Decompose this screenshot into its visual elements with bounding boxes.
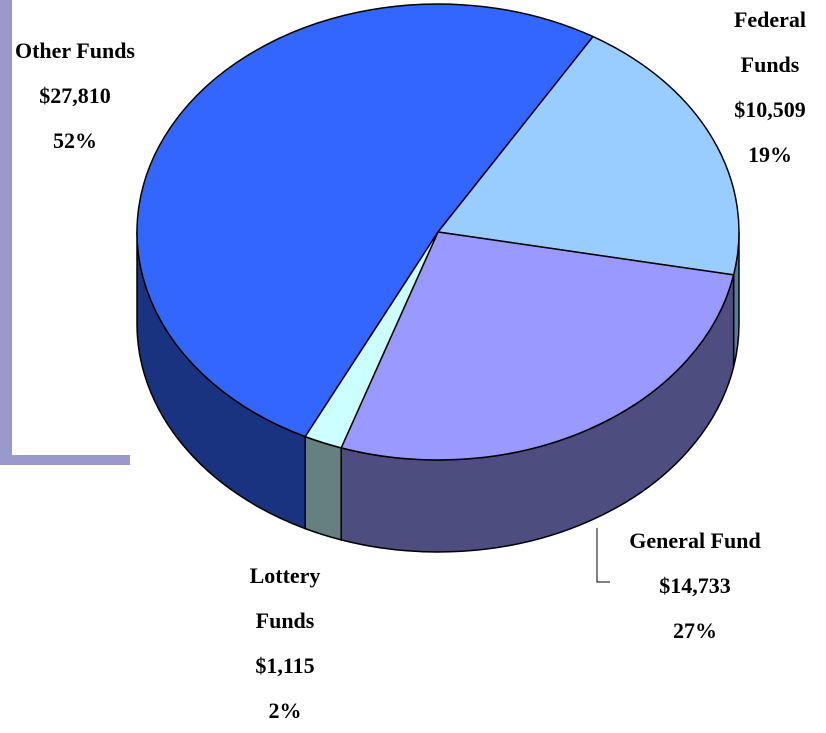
value-label: $14,733 (659, 573, 731, 598)
slice (136, 3, 595, 438)
category-label: Federal Funds (733, 7, 807, 77)
leader-line (596, 528, 610, 583)
value-label: $10,509 (734, 97, 806, 122)
percent-label: 27% (673, 618, 717, 643)
category-label: General Fund (629, 528, 761, 553)
percent-label: 2% (268, 698, 302, 723)
percent-label: 52% (53, 128, 97, 153)
category-label: Lottery Funds (249, 563, 321, 633)
slice (436, 35, 740, 276)
side-bar (0, 0, 12, 465)
slice (304, 231, 439, 449)
category-label: Other Funds (14, 38, 135, 63)
side-bar-foot (0, 455, 130, 465)
value-label: $27,810 (39, 83, 111, 108)
slice-label: Other Funds $27,810 52% (0, 28, 155, 163)
slice (340, 231, 735, 461)
percent-label: 19% (748, 142, 792, 167)
slice-label: General Fund $14,733 27% (595, 518, 795, 653)
value-label: $1,115 (255, 653, 315, 678)
slice-label: Lottery Funds $1,115 2% (240, 553, 330, 733)
slice-side (304, 435, 342, 541)
slice-label: Federal Funds $10,509 19% (730, 0, 810, 177)
